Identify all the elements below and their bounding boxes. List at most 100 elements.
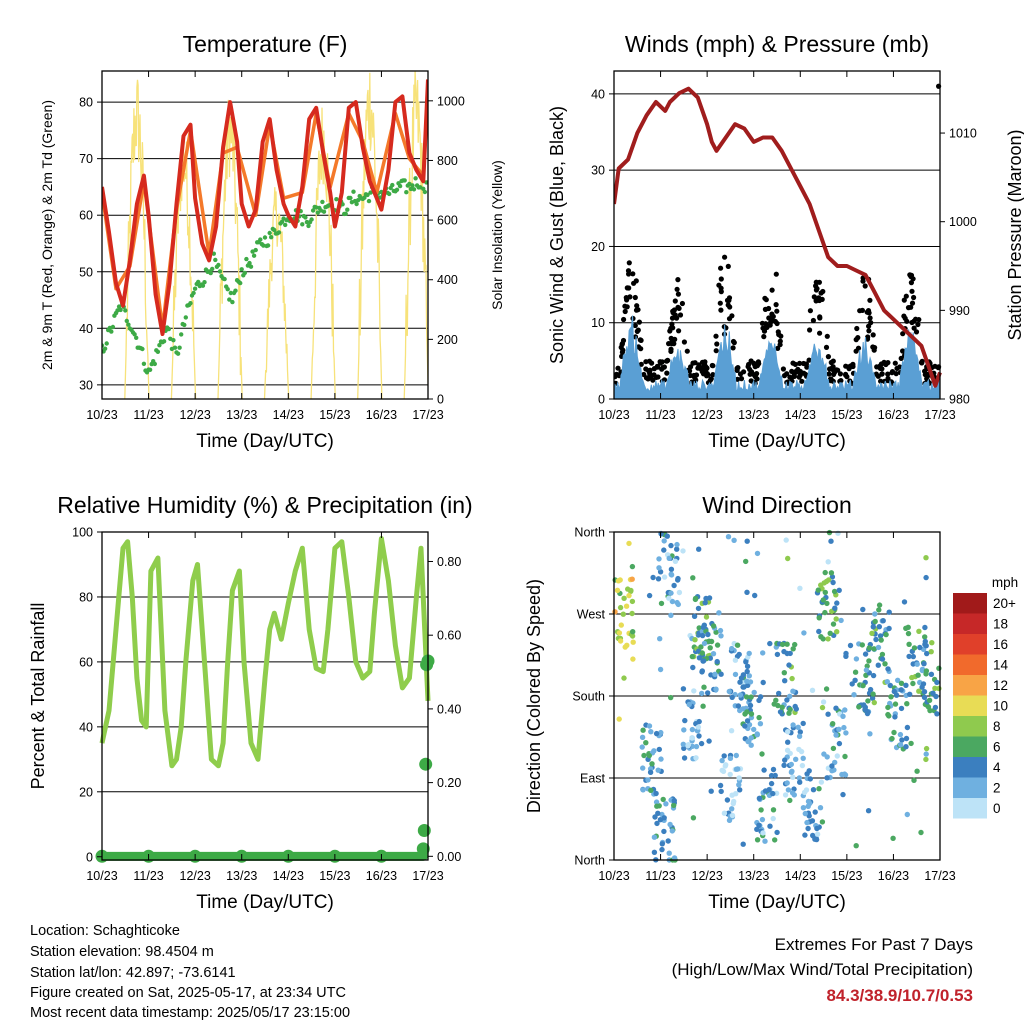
direction-point (877, 633, 884, 639)
direction-point (923, 671, 929, 677)
dewpoint-point (192, 286, 198, 291)
direction-point (797, 729, 803, 735)
y-tick-right-label: 800 (437, 154, 458, 168)
direction-point (731, 537, 737, 543)
direction-point (742, 711, 748, 717)
gust-point (661, 377, 668, 383)
y-tick-label: 80 (79, 590, 93, 604)
dewpoint-point (166, 326, 171, 332)
direction-point (806, 768, 812, 774)
direction-point (936, 665, 942, 671)
direction-point (621, 595, 627, 601)
footer-elevation: Station elevation: 98.4504 m (30, 944, 214, 960)
direction-point (626, 592, 632, 599)
direction-point (842, 753, 848, 760)
direction-point (864, 663, 870, 669)
direction-point (748, 742, 754, 748)
direction-point (865, 698, 871, 704)
gust-point (853, 337, 859, 343)
direction-point (887, 682, 893, 689)
dewpoint-point (177, 345, 182, 350)
direction-point (816, 615, 822, 621)
direction-point (699, 650, 705, 656)
gust-point (730, 338, 737, 345)
x-axis-label: Time (Day/UTC) (708, 431, 846, 452)
direction-point (922, 624, 928, 631)
direction-point (835, 530, 841, 536)
direction-point (872, 611, 878, 617)
legend-title: mph (992, 575, 1018, 590)
direction-point (653, 730, 660, 737)
gust-point (909, 288, 915, 294)
direction-point (651, 748, 657, 754)
gust-point (713, 333, 719, 339)
gust-point (675, 291, 682, 297)
direction-point (776, 690, 782, 697)
x-tick-label: 10/23 (86, 408, 117, 422)
direction-point (789, 675, 795, 682)
direction-point (799, 762, 806, 769)
direction-point (789, 768, 795, 774)
direction-point (923, 574, 929, 581)
direction-point (767, 823, 773, 829)
direction-point (910, 680, 916, 687)
gust-point (837, 371, 844, 377)
direction-point (696, 655, 703, 661)
gust-point (830, 358, 836, 364)
direction-point (822, 589, 828, 596)
gust-point (867, 315, 873, 321)
gust-point (658, 360, 664, 366)
direction-point (853, 843, 859, 849)
gust-point (677, 312, 684, 318)
direction-point (630, 639, 636, 645)
footer-recent: Most recent data timestamp: 2025/05/17 2… (30, 1005, 351, 1021)
gust-point (855, 345, 862, 351)
direction-point (666, 850, 672, 856)
direction-point (714, 642, 721, 648)
dewpoint-point (304, 219, 310, 225)
gust-point (710, 372, 716, 378)
gust-point (636, 319, 643, 325)
direction-point (888, 694, 894, 700)
direction-point (729, 806, 735, 812)
direction-point (852, 677, 858, 683)
gust-point (908, 280, 915, 286)
direction-point (840, 791, 846, 798)
gust-point (857, 308, 863, 314)
direction-point (695, 724, 702, 730)
direction-point (759, 751, 765, 757)
dewpoint-point (283, 222, 288, 228)
direction-point (647, 769, 654, 775)
dewpoint-point (272, 227, 277, 233)
direction-point (676, 589, 683, 596)
direction-point (878, 637, 884, 643)
direction-point (674, 546, 680, 552)
x-tick-label: 12/23 (180, 408, 211, 422)
direction-point (897, 742, 904, 748)
gust-point (913, 329, 920, 335)
direction-point (922, 641, 928, 648)
direction-point (686, 701, 692, 708)
gust-point (806, 357, 812, 363)
direction-point (708, 788, 714, 794)
gust-point (902, 315, 908, 321)
gust-point (624, 304, 630, 310)
footer-latlon: Station lat/lon: 42.897; -73.6141 (30, 965, 236, 981)
gust-point (811, 294, 817, 300)
gust-point (854, 325, 860, 332)
dewpoint-point (175, 351, 181, 356)
direction-point (689, 726, 696, 733)
direction-point (651, 849, 658, 855)
legend-swatch (953, 757, 987, 778)
gust-point (634, 328, 640, 334)
dewpoint-point (110, 324, 116, 330)
direction-point (804, 819, 810, 826)
direction-point (839, 771, 845, 778)
direction-point (675, 575, 681, 582)
gust-point (817, 314, 823, 320)
gust-point (621, 316, 627, 323)
dewpoint-point (227, 297, 232, 302)
direction-point (685, 743, 691, 749)
y-tick-label: 60 (79, 209, 93, 223)
direction-point (928, 649, 934, 655)
